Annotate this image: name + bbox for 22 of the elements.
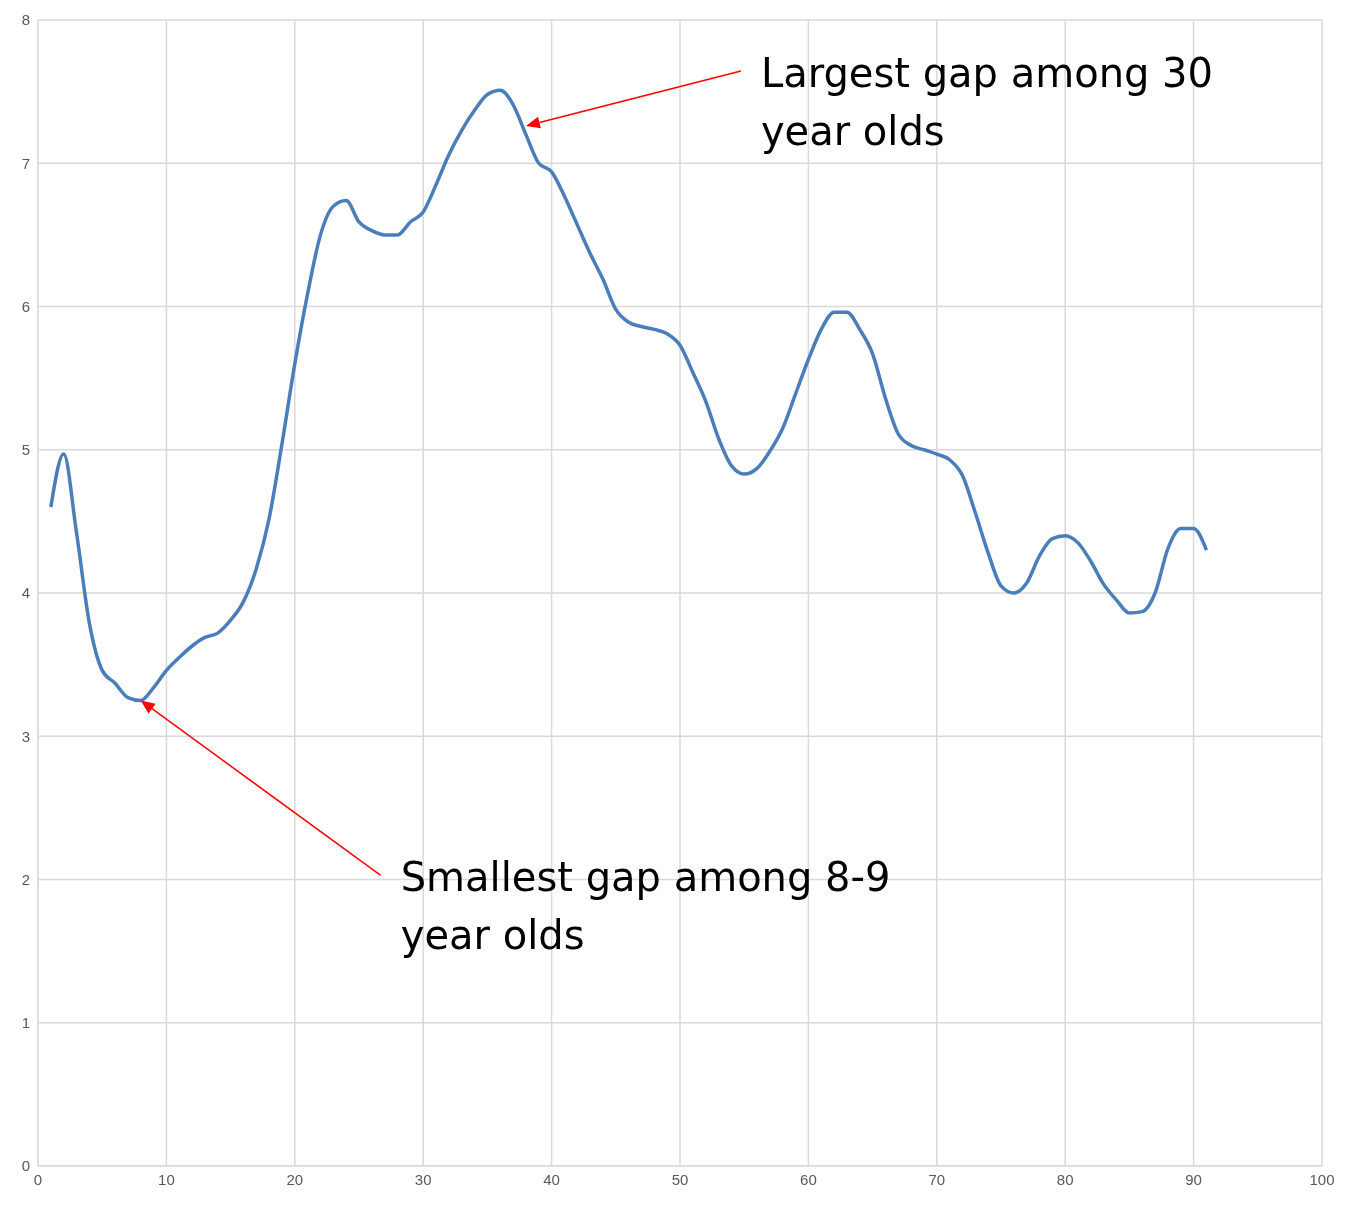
x-tick-label: 60 bbox=[800, 1170, 817, 1188]
x-tick-label: 100 bbox=[1309, 1170, 1335, 1188]
y-tick-label: 5 bbox=[21, 441, 30, 459]
y-tick-label: 4 bbox=[21, 584, 30, 602]
x-tick-label: 70 bbox=[928, 1170, 946, 1188]
x-tick-label: 0 bbox=[33, 1170, 43, 1188]
y-tick-label: 6 bbox=[21, 297, 30, 315]
x-tick-label: 40 bbox=[543, 1170, 560, 1188]
y-tick-label: 0 bbox=[21, 1157, 30, 1175]
x-tick-label: 20 bbox=[286, 1170, 304, 1188]
y-tick-label: 2 bbox=[21, 870, 30, 888]
x-tick-label: 30 bbox=[414, 1170, 432, 1188]
x-tick-label: 10 bbox=[158, 1170, 175, 1188]
x-tick-label: 50 bbox=[671, 1170, 689, 1188]
annotation: Smallest gap among 8-9 year olds bbox=[400, 854, 891, 959]
annotation: Largest gap among 30 year olds bbox=[760, 50, 1214, 155]
y-tick-label: 8 bbox=[21, 11, 30, 29]
y-tick-label: 1 bbox=[21, 1014, 30, 1032]
x-tick-label: 80 bbox=[1056, 1170, 1074, 1188]
x-tick-label: 90 bbox=[1185, 1170, 1202, 1188]
y-tick-label: 3 bbox=[21, 727, 30, 745]
y-tick-label: 7 bbox=[21, 154, 30, 172]
